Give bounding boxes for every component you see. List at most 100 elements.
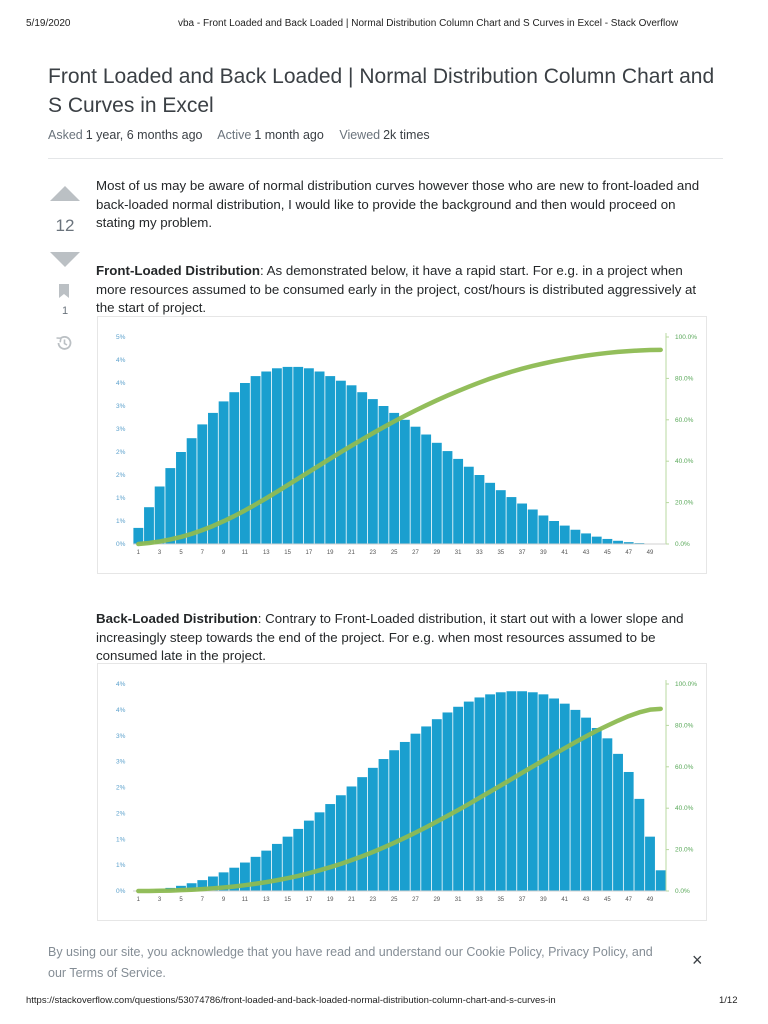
bar	[527, 509, 538, 544]
bar	[367, 767, 378, 891]
bar	[357, 777, 368, 891]
x-tick-label: 43	[583, 550, 590, 556]
asked-value[interactable]: 1 year, 6 months ago	[85, 128, 203, 142]
bar	[218, 872, 229, 891]
bar	[282, 836, 293, 891]
bar	[335, 380, 346, 544]
back-loaded-chart-svg: 0% 1% 1% 2% 2% 3% 3% 4% 4% 0.0% 20.0% 40.0% 60.0% 80.…	[116, 680, 697, 903]
bar	[250, 856, 261, 891]
y-left-tick-label: 1%	[116, 518, 126, 525]
bar	[474, 697, 485, 891]
bar	[357, 392, 368, 544]
bar	[261, 371, 272, 544]
bookmark-count: 1	[61, 305, 69, 317]
y-left-tick-label: 3%	[116, 403, 126, 410]
upvote-arrow-icon[interactable]	[50, 186, 80, 201]
y-right-tick-label: 0.0%	[675, 888, 690, 895]
x-tick-label: 49	[647, 550, 654, 556]
y-left-tick-label: 2%	[116, 472, 126, 479]
bar	[176, 452, 186, 544]
x-tick-label: 29	[433, 897, 440, 903]
bar	[421, 434, 432, 544]
x-tick-label: 45	[604, 897, 611, 903]
bar	[314, 371, 325, 544]
question-title[interactable]: Front Loaded and Back Loaded | Normal Di…	[48, 65, 715, 117]
bar	[591, 536, 602, 544]
x-tick-label: 25	[391, 550, 398, 556]
bar	[655, 870, 666, 891]
x-tick-label: 37	[519, 897, 526, 903]
bar	[549, 698, 559, 891]
bookmark-icon[interactable]	[59, 284, 69, 298]
x-tick-label: 41	[561, 550, 568, 556]
bar	[495, 490, 506, 544]
x-tick-label: 11	[242, 897, 249, 903]
bar	[602, 738, 613, 891]
x-tick-label: 33	[476, 550, 483, 556]
bar	[389, 750, 400, 891]
x-tick-label: 17	[306, 897, 313, 903]
back-loaded-paragraph: Back-Loaded Distribution: Contrary to Fr…	[96, 610, 716, 666]
bar	[613, 540, 623, 544]
y-left-tick-label: 5%	[116, 334, 126, 341]
bar	[527, 692, 538, 891]
y-right-tick-label: 40.0%	[675, 458, 694, 465]
cookie-banner-text: By using our site, you acknowledge that …	[48, 945, 653, 980]
active-value[interactable]: 1 month ago	[254, 128, 324, 142]
bar	[506, 691, 517, 891]
y-left-tick-label: 1%	[116, 862, 126, 869]
y-left-tick-label: 4%	[116, 707, 126, 714]
downvote-arrow-icon[interactable]	[50, 252, 80, 267]
bar	[453, 706, 464, 891]
x-tick-label: 7	[201, 550, 205, 556]
y-right-tick-label: 100.0%	[675, 334, 697, 341]
y-left-tick-label: 3%	[116, 759, 126, 766]
bar	[208, 876, 218, 891]
s-curve-line	[136, 706, 663, 894]
bar	[346, 786, 357, 891]
print-url: https://stackoverflow.com/questions/5307…	[26, 995, 556, 1006]
bar	[517, 503, 528, 544]
bar	[229, 392, 240, 544]
x-tick-label: 29	[433, 550, 440, 556]
x-tick-label: 33	[476, 897, 483, 903]
bar	[602, 538, 613, 544]
vote-count: 12	[55, 216, 75, 235]
print-page-number: 1/12	[719, 995, 738, 1006]
viewed-value: 2k times	[383, 128, 430, 142]
x-tick-label: 41	[561, 897, 568, 903]
bar	[559, 525, 570, 544]
cookie-close-button[interactable]: ×	[692, 950, 703, 970]
y-right-tick-label: 40.0%	[675, 805, 694, 812]
post-intro: Most of us may be aware of normal distri…	[96, 178, 700, 230]
bar	[293, 828, 304, 891]
x-tick-label: 39	[540, 897, 547, 903]
bar	[613, 753, 623, 891]
history-icon[interactable]	[55, 334, 73, 352]
front-loaded-text: : As demonstrated below, it have a rapid…	[96, 263, 697, 315]
y-left-tick-label: 4%	[116, 357, 126, 364]
x-tick-label: 25	[391, 897, 398, 903]
x-tick-label: 7	[201, 897, 205, 903]
bar	[186, 883, 197, 891]
x-tick-label: 43	[583, 897, 590, 903]
bar	[485, 482, 496, 544]
y-left-tick-label: 0%	[116, 888, 126, 895]
front-loaded-heading: Front-Loaded Distribution	[96, 263, 260, 278]
bar	[570, 709, 581, 892]
bar	[549, 521, 559, 544]
bar	[623, 771, 634, 891]
bar	[165, 468, 176, 544]
bar	[271, 843, 282, 891]
s-curve-line	[136, 347, 663, 547]
x-tick-label: 21	[348, 897, 355, 903]
bar	[197, 424, 208, 544]
x-tick-label: 21	[348, 550, 355, 556]
bar	[559, 703, 570, 891]
x-tick-label: 9	[222, 897, 226, 903]
bar	[208, 412, 218, 544]
x-tick-label: 45	[604, 550, 611, 556]
y-left-tick-label: 2%	[116, 449, 126, 456]
y-left-tick-label: 3%	[116, 426, 126, 433]
bar	[495, 692, 506, 891]
